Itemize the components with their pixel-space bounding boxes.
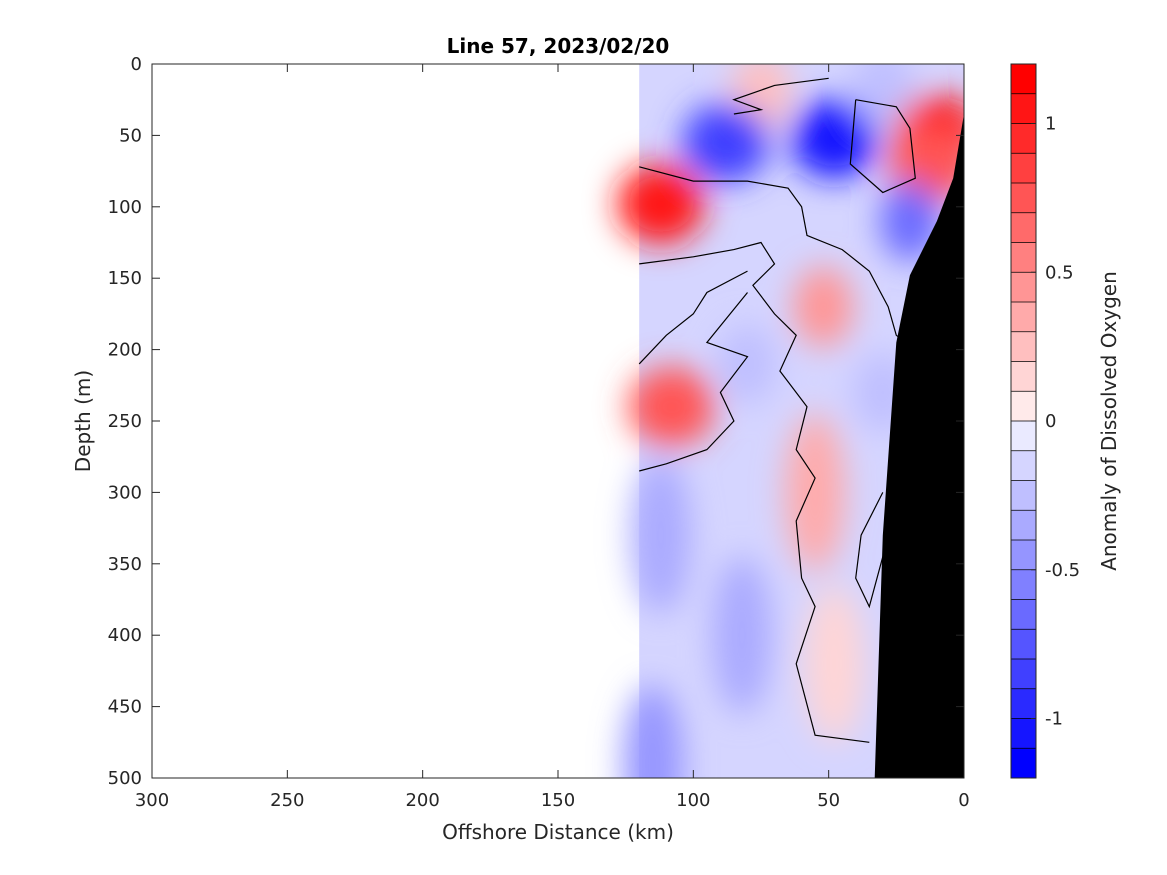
x-tick-label: 100 — [676, 790, 710, 811]
anomaly-patch-16 — [853, 64, 913, 126]
colorbar-level — [1011, 718, 1036, 749]
colorbar-level — [1011, 93, 1036, 124]
y-tick-label: 150 — [108, 268, 142, 289]
zero-contour-4 — [732, 77, 829, 115]
anomaly-patch-10 — [880, 181, 940, 262]
colorbar-level — [1011, 510, 1036, 541]
anomaly-patch-13 — [712, 556, 772, 714]
seafloor-area — [874, 114, 964, 778]
colorbar-level — [1011, 242, 1036, 273]
y-tick-label: 200 — [108, 340, 142, 361]
seafloor-bathymetry — [874, 114, 964, 778]
anomaly-patch-11 — [717, 323, 778, 404]
x-tick-label: 0 — [958, 790, 969, 811]
anomaly-patch-9 — [682, 102, 770, 183]
x-tick-label: 250 — [270, 790, 304, 811]
colorbar-level — [1011, 183, 1036, 214]
anomaly-patch-0 — [617, 163, 705, 244]
zero-contour-6 — [855, 492, 884, 609]
colorbar-level — [1011, 599, 1036, 630]
y-tick-label: 0 — [131, 54, 142, 75]
colorbar-tick-label: -1 — [1045, 709, 1063, 730]
x-tick-label: 300 — [135, 790, 169, 811]
zero-contour-0 — [639, 166, 916, 351]
colorbar-level — [1011, 480, 1036, 511]
y-tick-label: 100 — [108, 197, 142, 218]
colorbar-tick-label: 0.5 — [1045, 262, 1074, 283]
zero-contour-3 — [639, 292, 749, 472]
zero-contour-1 — [639, 241, 870, 743]
colorbar-tick-label: -0.5 — [1045, 560, 1080, 581]
colorbar-level — [1011, 421, 1036, 452]
anomaly-patch-6 — [804, 585, 864, 743]
colorbar-level — [1011, 302, 1036, 333]
y-axis-label: Depth (m) — [71, 370, 95, 472]
y-tick-label: 300 — [108, 482, 142, 503]
colorbar-level — [1011, 153, 1036, 184]
zero-contour-5 — [849, 99, 916, 194]
anomaly-patch-4 — [793, 266, 854, 347]
colorbar-level — [1011, 272, 1036, 303]
colorbar-level — [1011, 64, 1036, 95]
axis-ticks: 300 250 200 150 100 50 00501001502002503003504… — [108, 54, 970, 811]
zero-contour-2 — [638, 270, 748, 365]
colorbar-level — [1011, 450, 1036, 481]
colorbar-level — [1011, 659, 1036, 690]
zero-contours — [638, 77, 916, 743]
anomaly-patch-8 — [790, 98, 878, 179]
colorbar-level — [1011, 123, 1036, 154]
y-tick-label: 50 — [119, 125, 142, 146]
colorbar-level — [1011, 748, 1036, 779]
y-tick-label: 500 — [108, 768, 142, 789]
anomaly-blobs — [617, 64, 964, 778]
colorbar-level — [1011, 391, 1036, 422]
colorbar-level — [1011, 540, 1036, 571]
colorbar-level — [1011, 629, 1036, 660]
colorbar-level — [1011, 212, 1036, 243]
chart-title: Line 57, 2023/02/20 — [447, 34, 670, 58]
x-tick-label: 50 — [817, 790, 840, 811]
colorbar-level — [1011, 331, 1036, 362]
x-axis-label: Offshore Distance (km) — [442, 820, 674, 844]
y-tick-label: 400 — [108, 625, 142, 646]
y-tick-label: 250 — [108, 411, 142, 432]
x-tick-label: 200 — [405, 790, 439, 811]
colorbar-tick-label: 0 — [1045, 411, 1056, 432]
y-tick-label: 350 — [108, 554, 142, 575]
colorbar: 1 0.5 0 -0.5 -1 — [1010, 63, 1080, 779]
colorbar-level — [1011, 688, 1036, 719]
plot-frame — [151, 63, 965, 779]
anomaly-patch-15 — [622, 685, 683, 778]
colorbar-tick-label: 1 — [1045, 114, 1056, 135]
anomaly-patch-12 — [631, 456, 691, 614]
colorbar-label: Anomaly of Dissolved Oxygen — [1097, 271, 1121, 571]
colorbar-level — [1011, 569, 1036, 600]
x-tick-label: 150 — [541, 790, 575, 811]
anomaly-patch-3 — [628, 366, 715, 447]
colorbar-level — [1011, 361, 1036, 392]
y-tick-label: 450 — [108, 697, 142, 718]
anomaly-patch-5 — [785, 413, 845, 571]
